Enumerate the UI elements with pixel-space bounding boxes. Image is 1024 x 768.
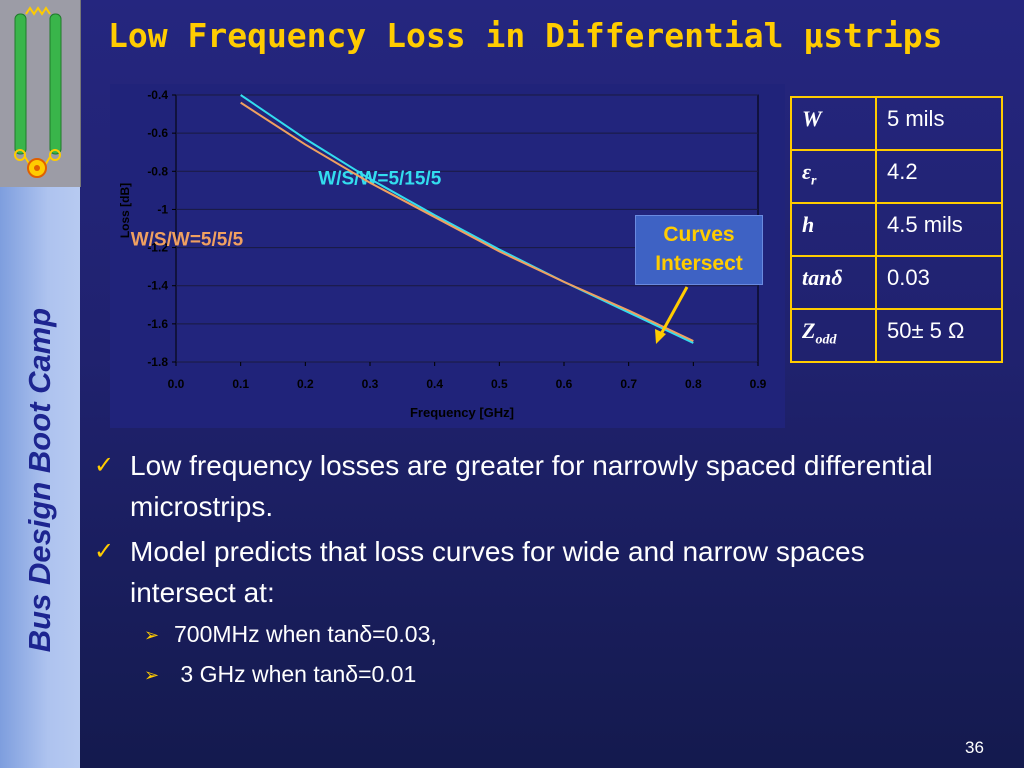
sub-bullet-text: 700MHz when tanδ=0.03, bbox=[174, 621, 437, 647]
curves-intersect-callout: Curves Intersect bbox=[635, 215, 763, 285]
logo-panel bbox=[0, 0, 81, 187]
bullet-text: Low frequency losses are greater for nar… bbox=[130, 450, 933, 522]
x-tick-label: 0.7 bbox=[620, 377, 637, 391]
y-axis-label: Loss [dB] bbox=[118, 183, 132, 238]
y-tick-label: -1 bbox=[157, 202, 168, 216]
x-tick-label: 0.4 bbox=[426, 377, 443, 391]
param-row-h: h 4.5 mils bbox=[790, 202, 1003, 257]
parameter-table: W 5 mils εr 4.2 h 4.5 mils tanδ 0.03 Zod… bbox=[790, 96, 1003, 363]
bullet-text: Model predicts that loss curves for wide… bbox=[130, 536, 865, 608]
param-symbol: W bbox=[790, 96, 877, 151]
series-label: W/S/W=5/5/5 bbox=[131, 230, 244, 251]
param-symbol: Zodd bbox=[790, 308, 877, 363]
param-value: 4.2 bbox=[875, 149, 1003, 204]
sub-bullet-item: ➢ 700MHz when tanδ=0.03, bbox=[92, 619, 972, 649]
param-row-tand: tanδ 0.03 bbox=[790, 255, 1003, 310]
param-value: 0.03 bbox=[875, 255, 1003, 310]
x-tick-label: 0.8 bbox=[685, 377, 702, 391]
param-value: 5 mils bbox=[875, 96, 1003, 151]
y-tick-label: -1.8 bbox=[147, 355, 168, 369]
side-label: Bus Design Boot Camp bbox=[22, 307, 57, 653]
param-value: 50± 5 Ω bbox=[875, 308, 1003, 363]
x-tick-label: 0.1 bbox=[232, 377, 249, 391]
param-symbol: h bbox=[790, 202, 877, 257]
x-tick-label: 0.9 bbox=[750, 377, 767, 391]
param-row-er: εr 4.2 bbox=[790, 149, 1003, 204]
param-symbol: tanδ bbox=[790, 255, 877, 310]
series-line bbox=[240, 101, 694, 342]
series-label: W/S/W=5/15/5 bbox=[318, 169, 441, 190]
y-tick-label: -0.6 bbox=[147, 126, 168, 140]
arrow-bullet-icon: ➢ bbox=[144, 665, 160, 685]
sub-bullet-text: 3 GHz when tanδ=0.01 bbox=[174, 661, 417, 687]
x-tick-label: 0.3 bbox=[362, 377, 379, 391]
x-tick-label: 0.6 bbox=[556, 377, 573, 391]
bullet-item: ✓ Model predicts that loss curves for wi… bbox=[92, 531, 972, 613]
param-row-zodd: Zodd 50± 5 Ω bbox=[790, 308, 1003, 363]
arrow-bullet-icon: ➢ bbox=[144, 625, 160, 645]
callout-line-2: Intersect bbox=[655, 252, 743, 275]
x-tick-label: 0.0 bbox=[168, 377, 185, 391]
bus-circuit-logo-icon bbox=[14, 6, 62, 178]
x-tick-label: 0.5 bbox=[491, 377, 508, 391]
y-tick-label: -0.4 bbox=[147, 88, 168, 102]
check-icon: ✓ bbox=[94, 452, 115, 479]
series-line bbox=[240, 94, 694, 344]
callout-arrow-icon bbox=[655, 286, 689, 344]
param-row-w: W 5 mils bbox=[790, 96, 1003, 151]
param-symbol: εr bbox=[790, 149, 877, 204]
page-number: 36 bbox=[965, 738, 984, 757]
param-value: 4.5 mils bbox=[875, 202, 1003, 257]
y-tick-label: -1.6 bbox=[147, 317, 168, 331]
slide-title: Low Frequency Loss in Differential µstri… bbox=[108, 16, 943, 55]
y-tick-label: -1.2 bbox=[147, 241, 168, 255]
sub-bullet-item: ➢ 3 GHz when tanδ=0.01 bbox=[92, 659, 972, 689]
bullet-list: ✓ Low frequency losses are greater for n… bbox=[92, 445, 972, 699]
y-tick-label: -0.8 bbox=[147, 164, 168, 178]
callout-line-1: Curves bbox=[663, 223, 735, 246]
y-tick-label: -1.4 bbox=[147, 279, 168, 293]
loss-chart: -0.4 -0.6 -0.8 -1 -1.2 -1.4 -1.6 -1.80.0 0.1 0.2 0… bbox=[118, 88, 767, 420]
bullet-item: ✓ Low frequency losses are greater for n… bbox=[92, 445, 972, 527]
check-icon: ✓ bbox=[94, 538, 115, 565]
x-axis-label: Frequency [GHz] bbox=[410, 405, 514, 420]
side-band bbox=[0, 187, 80, 768]
x-tick-label: 0.2 bbox=[297, 377, 314, 391]
